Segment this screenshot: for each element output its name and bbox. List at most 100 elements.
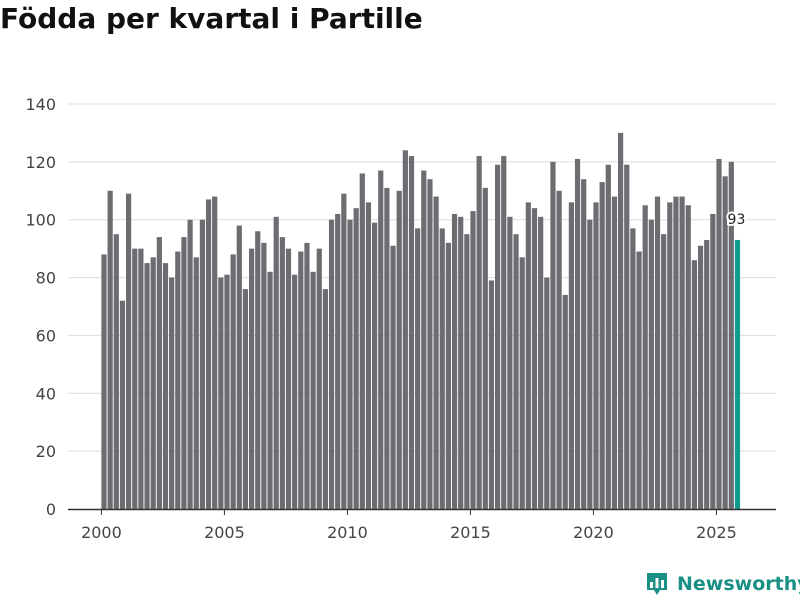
- bar: [107, 190, 113, 510]
- bar: [439, 228, 445, 509]
- bar: [667, 202, 673, 510]
- labels: 0 20 40 60 80 100 120 140 93 2000 2005 2010 2015 2020…: [25, 95, 747, 542]
- bar: [593, 202, 599, 510]
- bar: [126, 193, 132, 509]
- bar: [728, 161, 734, 510]
- bar: [316, 248, 322, 509]
- bar: [673, 196, 679, 509]
- bar: [630, 228, 636, 509]
- y-tick-label: 140: [25, 95, 56, 114]
- bar: [298, 251, 304, 510]
- bar: [187, 219, 193, 509]
- x-tick-label: 2010: [327, 523, 368, 542]
- bar: [279, 237, 285, 509]
- bar: [347, 219, 353, 509]
- bar: [550, 161, 556, 510]
- chart-title: Födda per kvartal i Partille: [0, 2, 423, 35]
- bar: [433, 196, 439, 509]
- bar: [119, 300, 126, 509]
- bar: [574, 158, 581, 509]
- x-tick-label: 2020: [573, 523, 614, 542]
- bar: [335, 213, 341, 509]
- bar: [697, 245, 704, 509]
- bar: [654, 196, 661, 509]
- y-tick-label: 80: [36, 269, 56, 288]
- bar: [605, 164, 611, 509]
- bar: [292, 274, 298, 509]
- y-tick-label: 20: [36, 442, 56, 461]
- bar: [205, 199, 212, 509]
- bar: [353, 208, 359, 509]
- bar: [150, 257, 156, 509]
- bar: [224, 274, 230, 509]
- x-tick-label: 2005: [204, 523, 245, 542]
- bar: [451, 213, 458, 509]
- x-tick-label: 2025: [696, 523, 737, 542]
- bar: [482, 187, 488, 509]
- bar: [661, 234, 667, 509]
- bar: [372, 222, 378, 510]
- bar: [261, 242, 267, 510]
- bar: [322, 289, 328, 509]
- bar: [519, 257, 525, 509]
- bar: [242, 289, 249, 509]
- bar: [624, 164, 630, 509]
- bar: [722, 176, 728, 509]
- bar: [599, 182, 605, 510]
- bar: [212, 196, 218, 509]
- bar: [199, 219, 205, 509]
- bar: [156, 237, 162, 509]
- bar: [464, 234, 470, 509]
- x-tick-label: 2000: [81, 523, 122, 542]
- bar: [249, 248, 255, 509]
- bar: [267, 271, 273, 509]
- bar: [427, 179, 433, 509]
- bar: [679, 196, 685, 509]
- bar: [458, 216, 464, 509]
- bar: [341, 193, 347, 509]
- last-value-label: 93: [728, 212, 746, 228]
- bar: [495, 164, 501, 509]
- y-tick-label: 40: [36, 384, 56, 403]
- bar: [488, 280, 495, 509]
- bar: [230, 254, 236, 509]
- bar: [310, 271, 316, 509]
- bar: [642, 205, 648, 509]
- bar: [304, 242, 310, 510]
- bar: [710, 213, 716, 509]
- bar: [556, 190, 562, 510]
- bar: [691, 260, 697, 509]
- bar: [581, 179, 587, 509]
- bar: [538, 216, 544, 509]
- bar: [236, 225, 242, 509]
- bar: [544, 277, 550, 509]
- bar: [445, 242, 451, 510]
- bar: [648, 219, 654, 509]
- x-tick-label: 2015: [450, 523, 491, 542]
- bar: [285, 248, 292, 509]
- bar: [181, 237, 187, 509]
- bar: [162, 263, 169, 509]
- bar: [359, 173, 365, 509]
- bar: [273, 216, 279, 509]
- y-tick-label: 120: [25, 153, 56, 172]
- bar: [402, 150, 408, 510]
- bar: [618, 132, 624, 509]
- axes: [68, 508, 776, 515]
- bar: [501, 156, 507, 509]
- bar: [384, 187, 390, 509]
- y-tick-label: 0: [46, 500, 56, 519]
- bar: [193, 257, 199, 509]
- y-tick-label: 100: [25, 211, 56, 230]
- y-tick-label: 60: [36, 326, 56, 345]
- bar: [113, 234, 119, 509]
- bar: [507, 216, 513, 509]
- bar: [513, 234, 519, 509]
- bar: [408, 156, 415, 509]
- bar: [476, 156, 482, 509]
- bar: [144, 263, 150, 509]
- bar: [525, 202, 531, 510]
- bar: [568, 202, 574, 510]
- bar: [611, 196, 618, 509]
